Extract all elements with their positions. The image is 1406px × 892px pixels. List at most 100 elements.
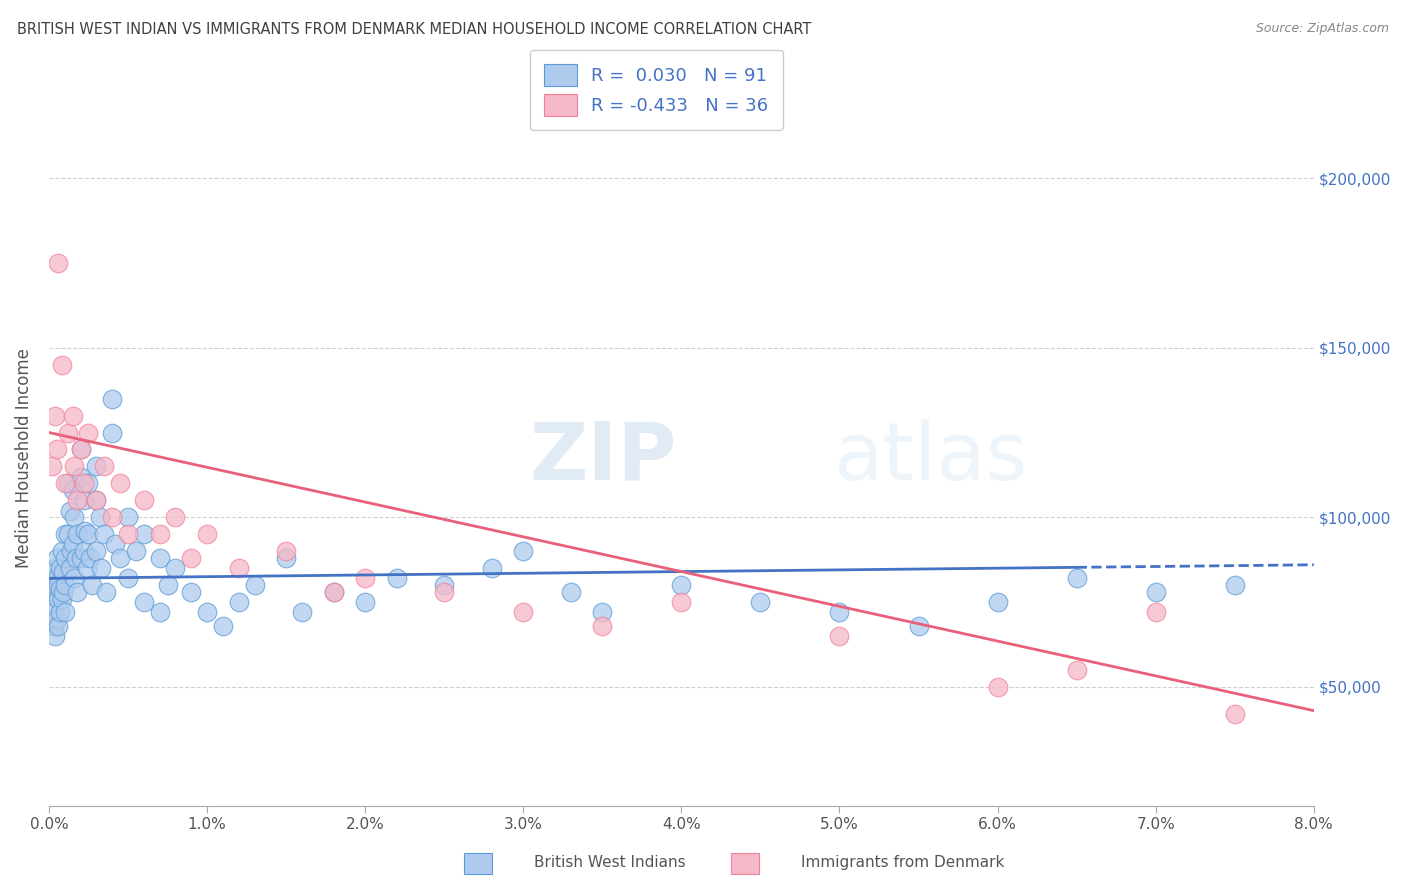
Text: ZIP: ZIP [530,419,676,497]
Legend: R =  0.030   N = 91, R = -0.433   N = 36: R = 0.030 N = 91, R = -0.433 N = 36 [530,50,783,130]
Point [385,571,408,585]
Point [149,527,172,541]
Point [828,605,851,619]
Point [44,578,66,592]
Point [165,561,187,575]
Point [63,510,86,524]
Point [101,425,124,440]
Point [104,537,127,551]
Point [180,551,202,566]
Point [66,585,89,599]
Point [77,425,100,440]
Point [108,551,131,566]
Point [42,619,65,633]
Point [94,585,117,599]
Point [45,571,67,585]
Point [354,595,377,609]
Point [149,605,172,619]
Point [433,578,456,592]
Y-axis label: Median Household Income: Median Household Income [15,348,32,568]
Point [180,585,202,599]
Point [51,544,73,558]
Point [156,578,179,592]
Point [44,629,66,643]
Point [195,605,218,619]
Point [274,544,297,558]
Text: atlas: atlas [834,419,1028,497]
Point [62,537,84,551]
Point [671,595,693,609]
Point [49,605,72,619]
Point [1223,578,1246,592]
Point [69,442,91,457]
Point [101,392,124,406]
Point [86,493,108,508]
Point [41,571,63,585]
Point [132,595,155,609]
Point [76,561,98,575]
Point [62,409,84,423]
Point [63,459,86,474]
Point [1144,585,1167,599]
Point [48,256,70,270]
Point [66,493,89,508]
Point [53,551,76,566]
Point [828,629,851,643]
Point [86,544,108,558]
Point [195,527,218,541]
Text: Immigrants from Denmark: Immigrants from Denmark [801,855,1005,870]
Point [89,510,111,524]
Point [53,527,76,541]
Point [73,493,96,508]
Point [101,510,124,524]
Point [75,524,97,538]
Point [86,459,108,474]
Point [51,358,73,372]
Point [117,510,139,524]
Point [56,527,79,541]
Point [228,595,250,609]
Point [41,459,63,474]
Point [63,571,86,585]
Point [512,544,534,558]
Point [52,565,75,579]
Point [58,503,80,517]
Point [671,578,693,592]
Point [52,585,75,599]
Point [56,425,79,440]
Point [117,527,139,541]
Point [53,476,76,491]
Point [80,578,103,592]
Point [132,493,155,508]
Point [165,510,187,524]
Point [291,605,314,619]
Point [51,591,73,606]
Point [45,551,67,566]
Point [228,561,250,575]
Point [93,527,115,541]
Point [53,578,76,592]
Point [125,544,148,558]
Point [41,595,63,609]
Point [62,483,84,498]
Point [79,551,101,566]
Point [77,527,100,541]
Point [212,619,235,633]
Point [56,476,79,491]
Point [53,605,76,619]
Point [1144,605,1167,619]
Text: British West Indians: British West Indians [534,855,686,870]
Point [512,605,534,619]
Point [560,585,582,599]
Point [322,585,344,599]
Point [1066,571,1088,585]
Text: BRITISH WEST INDIAN VS IMMIGRANTS FROM DENMARK MEDIAN HOUSEHOLD INCOME CORRELATI: BRITISH WEST INDIAN VS IMMIGRANTS FROM D… [17,22,811,37]
Point [907,619,929,633]
Point [65,551,87,566]
Point [433,585,456,599]
Point [117,571,139,585]
Point [48,578,70,592]
Point [48,619,70,633]
Point [45,612,67,626]
Point [108,476,131,491]
